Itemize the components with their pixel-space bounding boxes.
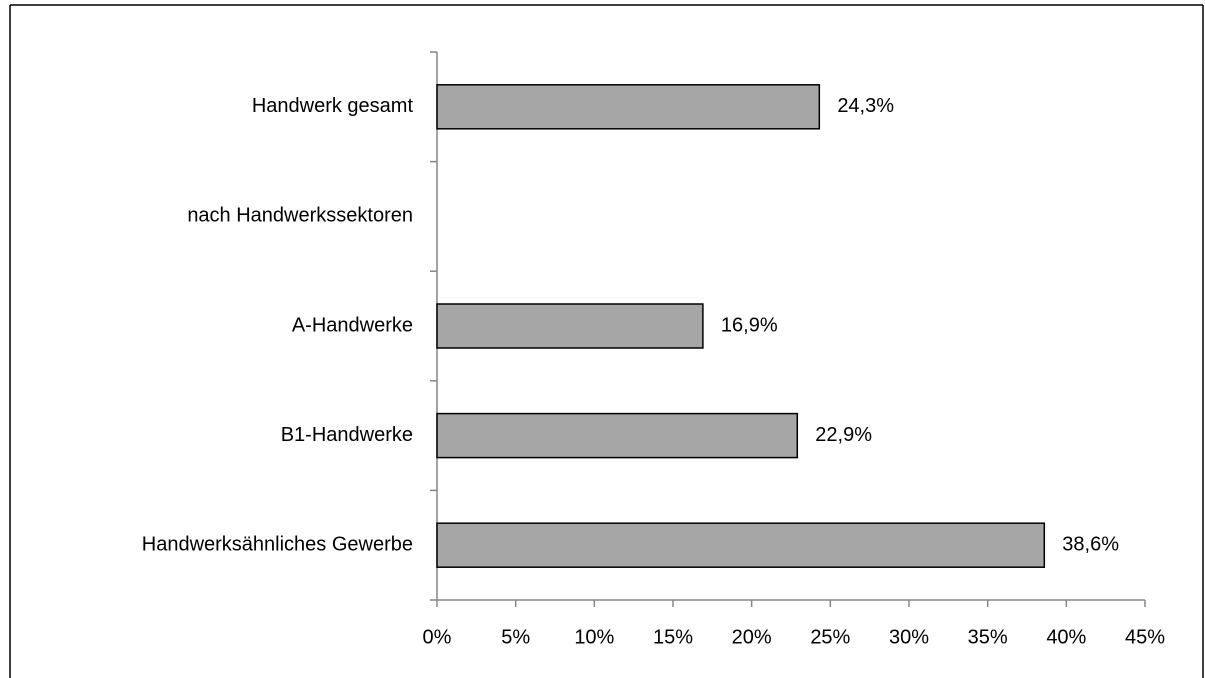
bar — [436, 84, 821, 130]
x-tick-label: 25% — [810, 626, 850, 648]
bar — [436, 522, 1046, 568]
bar — [436, 303, 704, 349]
y-tick-label: Handwerk gesamt — [252, 95, 414, 117]
x-tick-label: 15% — [653, 626, 693, 648]
bar — [436, 412, 799, 459]
x-tick-label: 10% — [574, 626, 614, 648]
x-tick-label: 40% — [1046, 626, 1086, 648]
value-label: 38,6% — [1062, 533, 1119, 555]
y-tick-label: nach Handwerkssektoren — [187, 205, 413, 227]
value-label: 16,9% — [721, 314, 778, 336]
value-label: 22,9% — [815, 424, 872, 446]
x-tick-label: 0% — [423, 626, 452, 648]
x-tick-label: 30% — [889, 626, 929, 648]
x-tick-label: 20% — [732, 626, 772, 648]
y-tick-label: A-Handwerke — [292, 314, 413, 336]
y-tick-label: B1-Handwerke — [281, 424, 413, 446]
x-tick-label: 35% — [968, 626, 1008, 648]
value-label: 24,3% — [837, 95, 894, 117]
x-tick-label: 45% — [1125, 626, 1165, 648]
x-tick-label: 5% — [501, 626, 530, 648]
y-tick-label: Handwerksähnliches Gewerbe — [142, 533, 413, 555]
